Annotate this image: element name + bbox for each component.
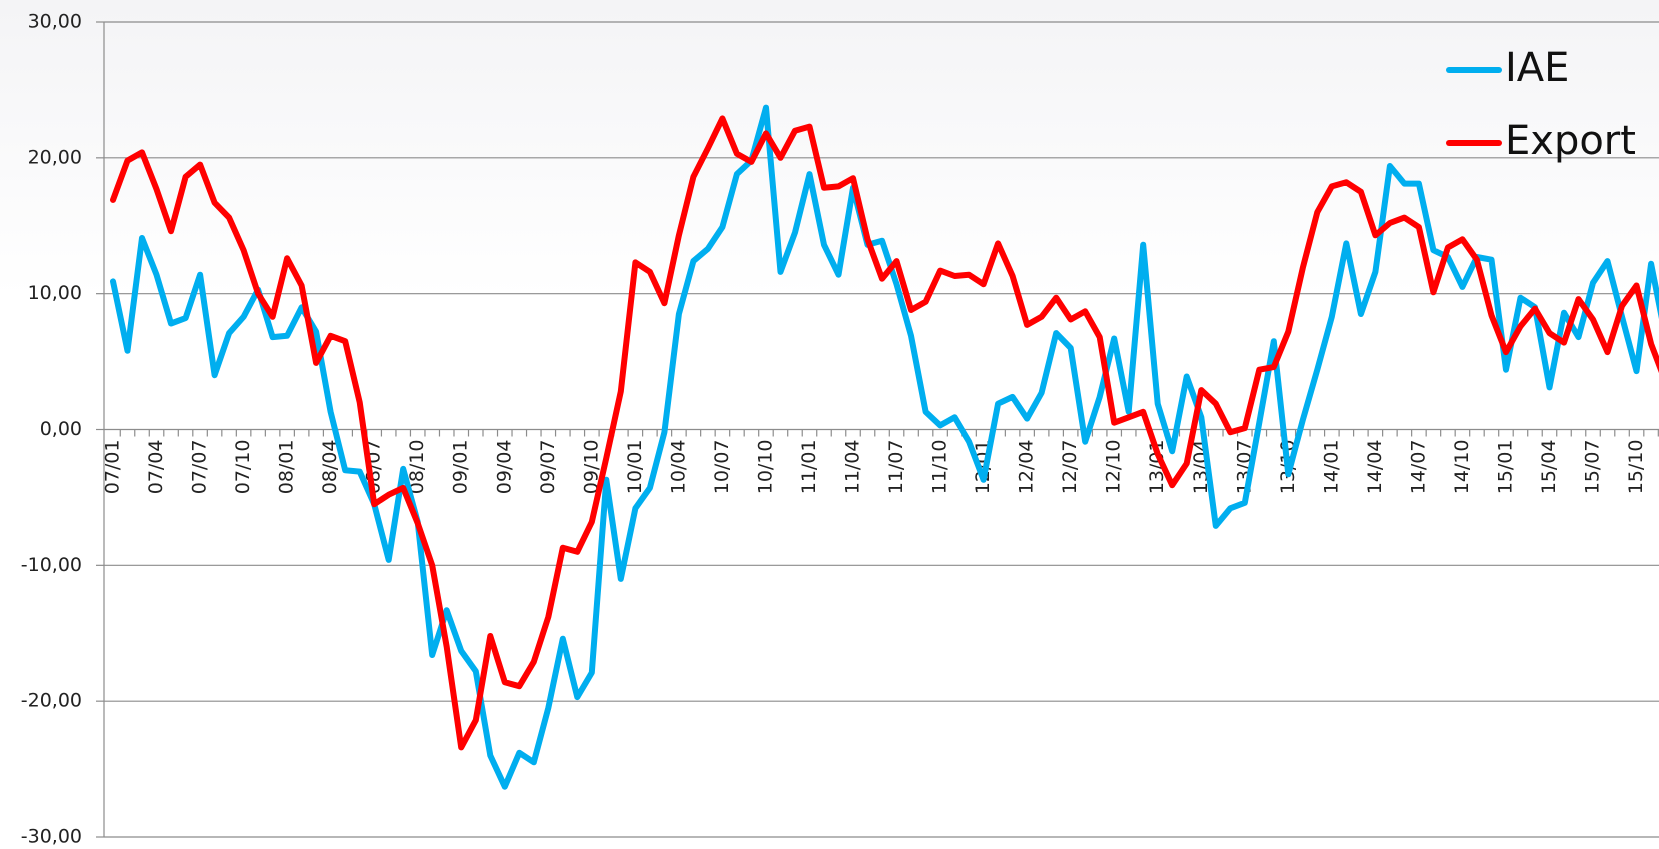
- y-tick-label: -30,00: [21, 826, 82, 848]
- x-tick-label: 14/04: [1364, 440, 1386, 495]
- x-tick-label: 15/10: [1625, 440, 1647, 495]
- x-tick-label: 10/10: [754, 440, 776, 495]
- x-tick-label: 15/01: [1494, 440, 1516, 495]
- y-tick-label: -10,00: [21, 554, 82, 576]
- x-tick-label: 11/04: [842, 440, 864, 495]
- legend-label: Export: [1505, 118, 1636, 164]
- x-tick-label: 14/07: [1407, 440, 1429, 495]
- y-tick-label: 30,00: [28, 11, 82, 33]
- x-tick-label: 09/04: [493, 440, 515, 495]
- y-tick-label: 0,00: [40, 418, 82, 440]
- background: [0, 0, 1659, 849]
- x-tick-label: 07/04: [145, 440, 167, 495]
- x-tick-label: 11/01: [798, 440, 820, 495]
- x-tick-label: 12/04: [1016, 440, 1038, 495]
- x-tick-label: 10/01: [624, 440, 646, 495]
- x-tick-label: 12/10: [1103, 440, 1125, 495]
- x-tick-label: 11/07: [885, 440, 907, 495]
- legend-label: IAE: [1505, 45, 1569, 91]
- x-tick-label: 11/10: [929, 440, 951, 495]
- y-tick-label: 10,00: [28, 282, 82, 304]
- x-tick-label: 07/01: [102, 440, 124, 495]
- y-tick-label: -20,00: [21, 690, 82, 712]
- x-tick-label: 15/04: [1538, 440, 1560, 495]
- chart: -30,00 -20,00 -10,00 0,00 10,00 20,00 30,00 07/…: [0, 0, 1659, 849]
- y-tick-label: 20,00: [28, 146, 82, 168]
- x-tick-label: 14/10: [1451, 440, 1473, 495]
- x-tick-label: 15/07: [1582, 440, 1604, 495]
- x-tick-label: 12/07: [1059, 440, 1081, 495]
- x-tick-label: 08/01: [276, 440, 298, 495]
- x-tick-label: 10/04: [667, 440, 689, 495]
- page: {"chart_data": {"type": "line", "categor…: [0, 0, 1659, 849]
- x-tick-label: 14/01: [1320, 440, 1342, 495]
- x-tick-label: 07/07: [189, 440, 211, 495]
- x-tick-label: 10/07: [711, 440, 733, 495]
- x-tick-label: 09/07: [537, 440, 559, 495]
- x-tick-label: 09/01: [450, 440, 472, 495]
- x-tick-label: 07/10: [232, 440, 254, 495]
